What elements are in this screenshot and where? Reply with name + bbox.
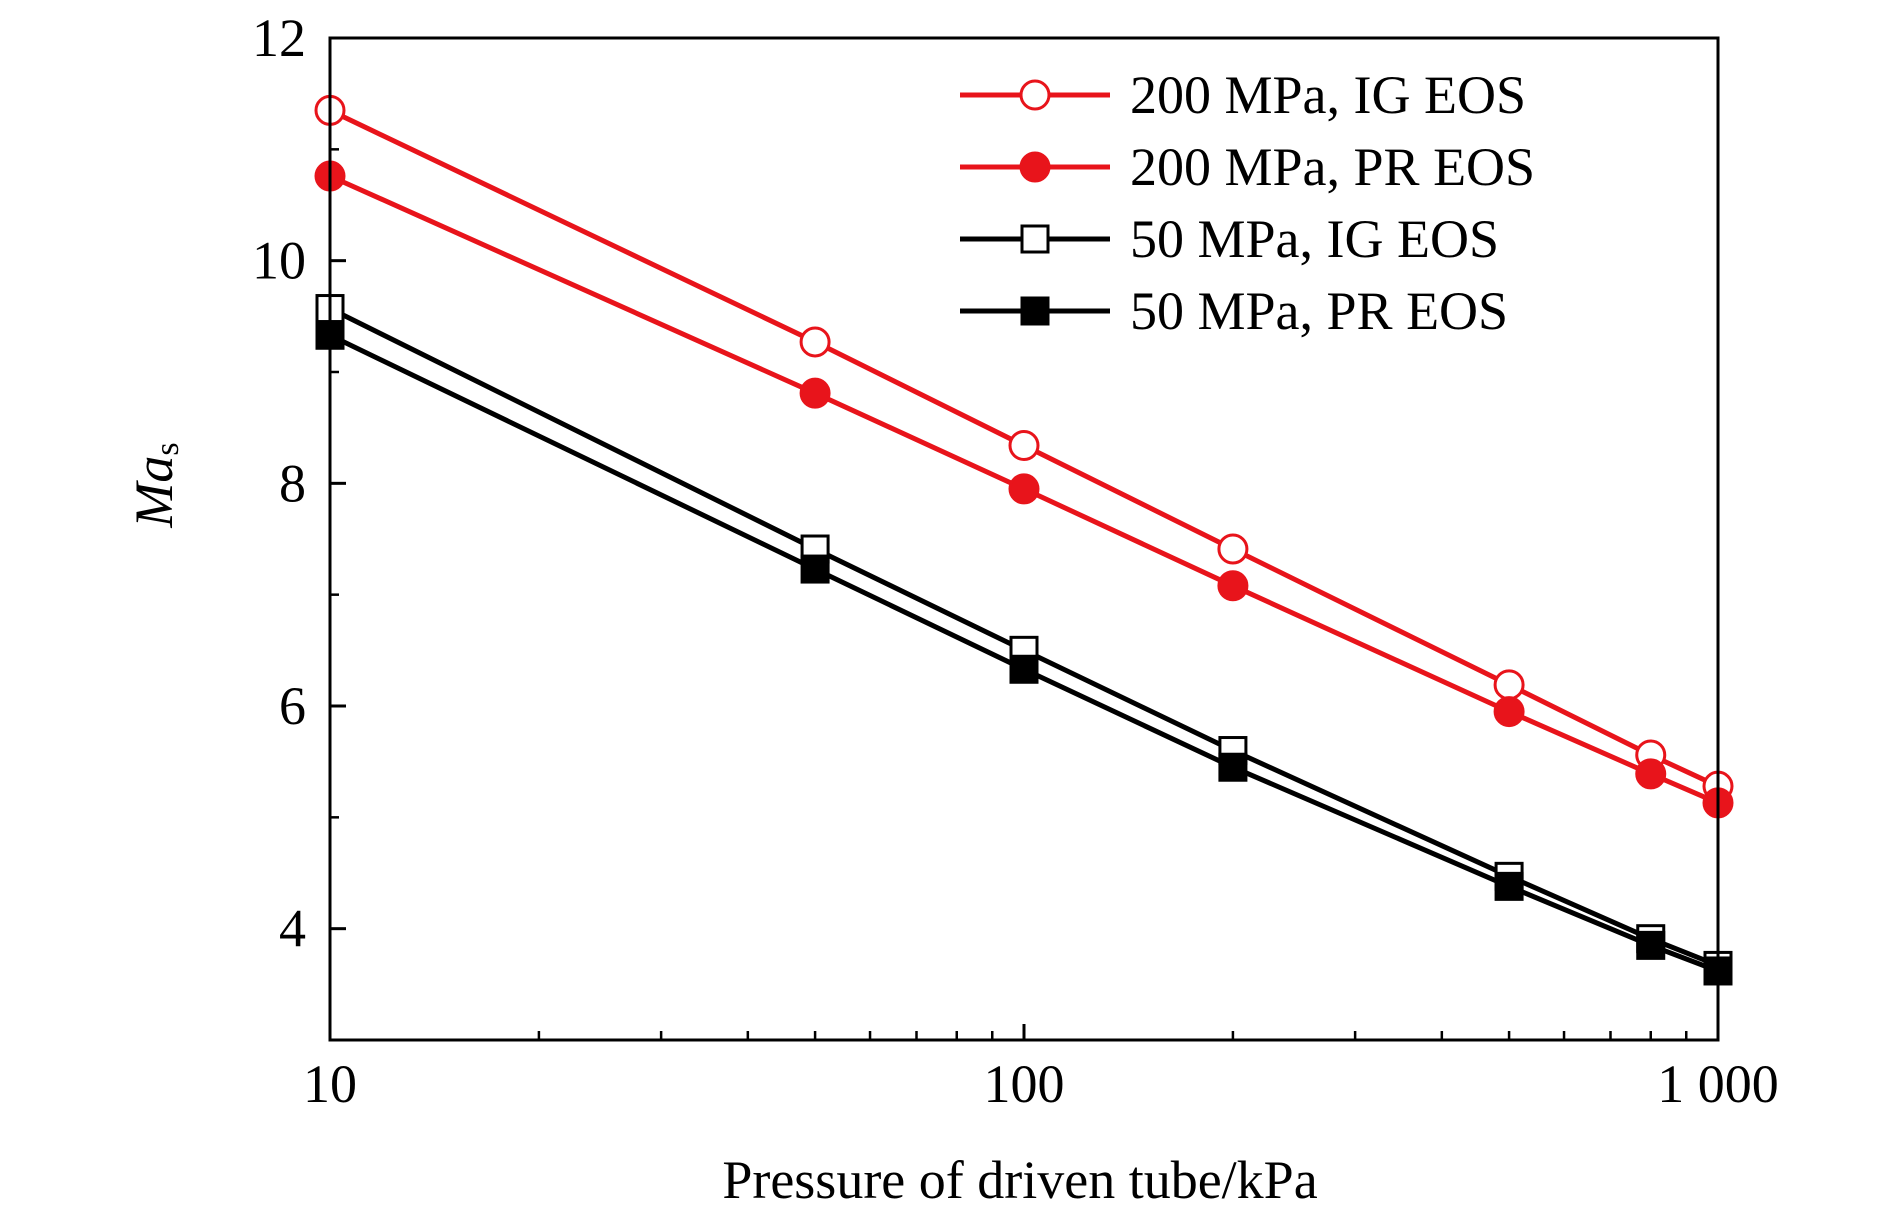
data-point-s1-4 <box>1493 696 1525 728</box>
y-axis-label-sub: s <box>149 442 186 455</box>
data-point-s1-3 <box>1217 570 1249 602</box>
legend-label-1: 200 MPa, PR EOS <box>1130 137 1535 197</box>
x-tick-label-1000: 1 000 <box>1657 1054 1779 1114</box>
y-tick-label-6: 6 <box>279 676 306 736</box>
data-point-s1-5 <box>1635 758 1667 790</box>
legend-marker-3 <box>1020 296 1050 326</box>
legend-label-0: 200 MPa, IG EOS <box>1130 65 1526 125</box>
x-tick-label-100: 100 <box>984 1054 1065 1114</box>
data-point-s1-1 <box>799 377 831 409</box>
data-point-s0-3 <box>1217 533 1249 565</box>
data-point-s3-2 <box>1009 654 1039 684</box>
data-point-s1-2 <box>1008 473 1040 505</box>
data-point-s0-4 <box>1493 669 1525 701</box>
legend-label-2: 50 MPa, IG EOS <box>1130 209 1499 269</box>
legend-marker-2 <box>1020 224 1050 254</box>
x-axis-label: Pressure of driven tube/kPa <box>722 1150 1317 1209</box>
y-axis-label-main: Ma <box>124 456 184 529</box>
data-point-s0-1 <box>799 326 831 358</box>
x-tick-label-10: 10 <box>303 1054 357 1114</box>
data-point-s3-4 <box>1494 871 1524 901</box>
y-tick-label-8: 8 <box>279 453 306 513</box>
legend: 200 MPa, IG EOS 200 MPa, PR EOS 50 MPa, IG… <box>960 65 1535 341</box>
data-point-s3-3 <box>1218 752 1248 782</box>
y-tick-label-10: 10 <box>252 231 306 291</box>
data-point-s0-2 <box>1008 429 1040 461</box>
legend-marker-1 <box>1019 151 1051 183</box>
axes: 4 6 8 10 12 10 100 1 000 <box>252 8 1779 1114</box>
legend-marker-0 <box>1019 79 1051 111</box>
plot-area <box>314 94 1734 986</box>
data-point-s3-5 <box>1636 930 1666 960</box>
y-axis-label: Mas <box>124 442 186 528</box>
data-point-s3-1 <box>800 554 830 584</box>
y-tick-label-4: 4 <box>279 899 306 959</box>
y-tick-label-12: 12 <box>252 8 306 68</box>
legend-label-3: 50 MPa, PR EOS <box>1130 281 1508 341</box>
